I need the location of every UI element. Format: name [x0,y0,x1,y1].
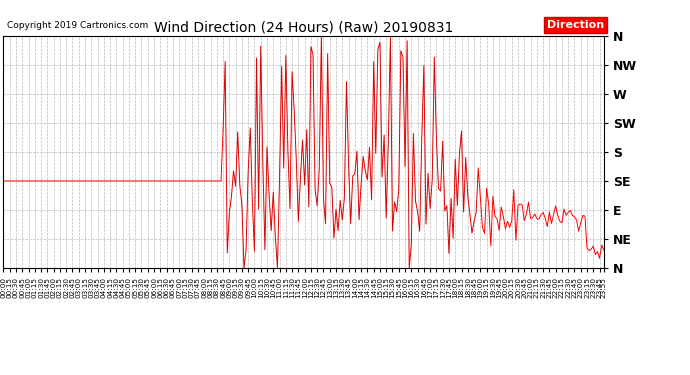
Text: Direction: Direction [546,20,604,30]
Title: Wind Direction (24 Hours) (Raw) 20190831: Wind Direction (24 Hours) (Raw) 20190831 [154,21,453,34]
Text: Copyright 2019 Cartronics.com: Copyright 2019 Cartronics.com [7,21,148,30]
